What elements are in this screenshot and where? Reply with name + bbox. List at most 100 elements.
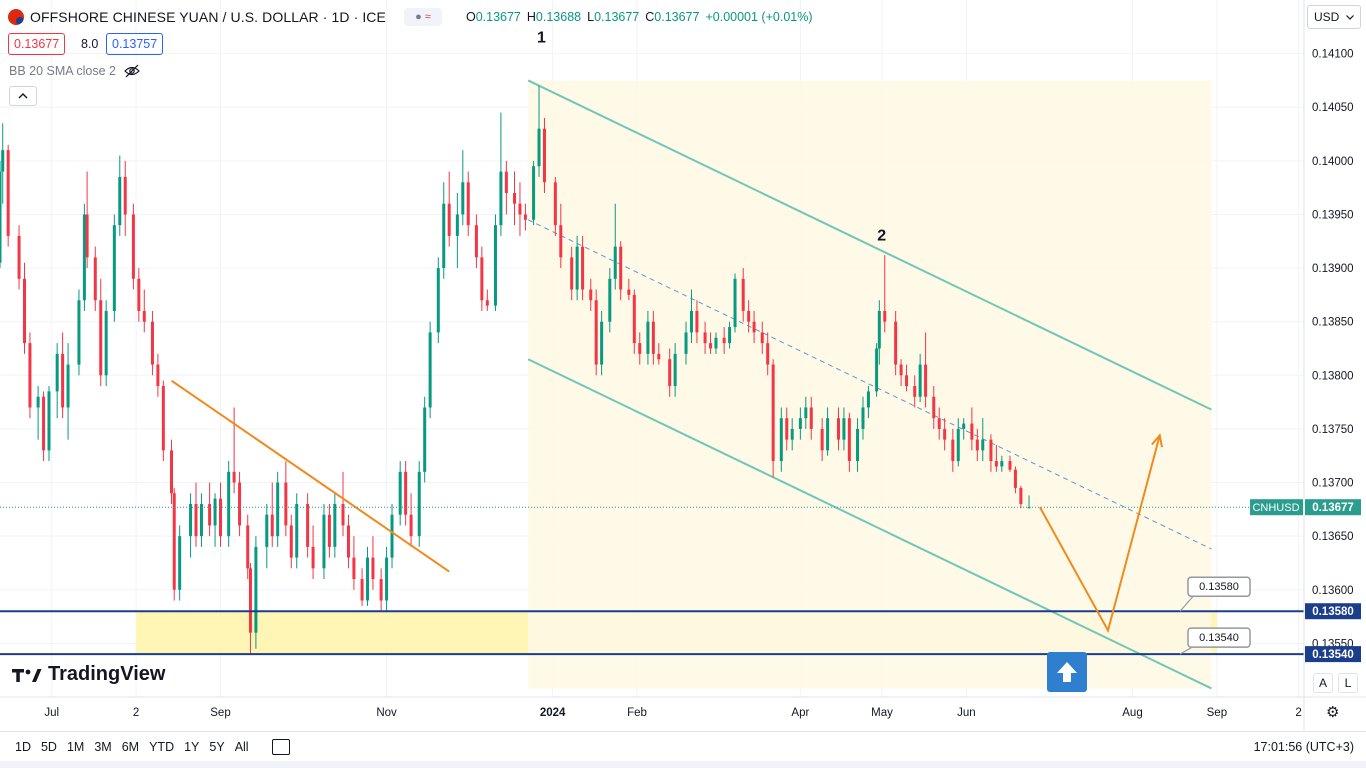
candle xyxy=(836,407,840,451)
descending-channel xyxy=(527,79,1212,690)
candle xyxy=(883,255,887,333)
candle xyxy=(17,225,21,290)
calendar-range-icon[interactable] xyxy=(271,738,290,755)
log-scale-button[interactable]: L xyxy=(1338,673,1358,693)
candle-body xyxy=(77,300,81,365)
indicator-legend[interactable]: BB 20 SMA close 2 xyxy=(9,64,140,78)
eye-hidden-icon[interactable] xyxy=(124,64,140,78)
callout-leader xyxy=(1179,594,1195,612)
candle-body xyxy=(847,418,851,462)
compare-icon[interactable]: ● ≈ xyxy=(403,8,442,26)
candle-body xyxy=(485,300,489,306)
candle xyxy=(703,321,707,354)
x-tick-label: 2 xyxy=(133,707,139,719)
candle-body xyxy=(99,300,103,376)
candle xyxy=(613,203,617,290)
candle-body xyxy=(899,364,903,376)
candle-body xyxy=(913,386,917,397)
candle-body xyxy=(61,353,65,408)
candle xyxy=(232,407,236,494)
candle-body xyxy=(417,471,421,537)
candle-body xyxy=(213,498,217,526)
candle-body xyxy=(589,289,593,301)
candle xyxy=(248,562,252,655)
timeframe-all[interactable]: All xyxy=(234,739,249,754)
timeframe-1y[interactable]: 1Y xyxy=(184,739,200,754)
candle xyxy=(532,160,536,226)
x-tick-label: Nov xyxy=(376,707,397,719)
collapse-legend-button[interactable] xyxy=(9,86,37,106)
candle-body xyxy=(47,391,51,451)
candle-body xyxy=(170,450,174,494)
candle-body xyxy=(937,418,941,429)
candle-body xyxy=(137,278,141,311)
last-price-tag-bg xyxy=(1305,499,1361,516)
candle-body xyxy=(248,568,252,633)
candle xyxy=(366,546,370,606)
currency-selector[interactable]: USD xyxy=(1307,5,1361,29)
candle-body xyxy=(877,310,881,349)
candle-body xyxy=(608,278,612,322)
y-tick-label: 0.13950 xyxy=(1312,209,1354,221)
candle xyxy=(170,439,174,504)
buy-price-button[interactable]: 0.13757 xyxy=(106,33,164,55)
settings-gear-icon[interactable]: ⚙ xyxy=(1326,704,1340,721)
candle-body xyxy=(150,321,154,365)
candle xyxy=(627,278,631,301)
candle xyxy=(861,396,865,440)
candle xyxy=(104,300,108,387)
candle-body xyxy=(695,310,699,333)
candle xyxy=(932,386,936,429)
y-tick-label: 0.14000 xyxy=(1312,156,1354,168)
candle-body xyxy=(970,423,974,440)
candle xyxy=(856,418,860,472)
candle xyxy=(553,176,557,236)
timeframe-1d[interactable]: 1D xyxy=(15,739,31,754)
y-tick-label: 0.13650 xyxy=(1312,531,1354,543)
candle-body xyxy=(600,321,604,365)
candle xyxy=(709,332,713,354)
timeframe-6m[interactable]: 6M xyxy=(121,739,140,754)
channel-lower-line xyxy=(527,358,1212,690)
candle xyxy=(199,493,203,547)
candle xyxy=(875,343,879,397)
candle-body xyxy=(856,428,860,462)
symbol-title[interactable]: OFFSHORE CHINESE YUAN / U.S. DOLLAR · 1D… xyxy=(30,9,386,25)
sell-price-button[interactable]: 0.13677 xyxy=(8,33,66,55)
clock-time[interactable]: 17:01:56 (UTC+3) xyxy=(1253,740,1354,754)
auto-scale-button[interactable]: A xyxy=(1313,673,1333,693)
candle-body xyxy=(861,407,865,429)
ohlc-values: O0.13677 H0.13688 L0.13677 C0.13677 +0.0… xyxy=(465,10,813,24)
candle xyxy=(436,257,440,344)
candle-body xyxy=(447,203,451,236)
candle-body xyxy=(804,407,808,419)
callout-text: 0.13580 xyxy=(1199,581,1239,593)
candle xyxy=(150,310,154,376)
candle xyxy=(112,214,116,322)
candle-body xyxy=(379,579,383,601)
timeframe-3m[interactable]: 3M xyxy=(94,739,112,754)
candle-body xyxy=(104,310,108,376)
candle xyxy=(118,155,122,236)
timeframe-5y[interactable]: 5Y xyxy=(209,739,225,754)
candle xyxy=(131,203,135,290)
timeframe-5d[interactable]: 5D xyxy=(40,739,57,754)
candle-body xyxy=(254,546,258,633)
scroll-up-button[interactable] xyxy=(1047,652,1087,692)
candle-body xyxy=(208,503,212,526)
candle xyxy=(760,321,764,354)
candle xyxy=(428,321,432,419)
arrow-up-icon xyxy=(1057,662,1077,682)
timeframe-ytd[interactable]: YTD xyxy=(149,739,175,754)
candle xyxy=(265,503,269,569)
timeframe-1m[interactable]: 1M xyxy=(66,739,85,754)
candle xyxy=(600,310,604,376)
candle xyxy=(461,150,465,226)
channel-middle-line xyxy=(527,219,1212,550)
candle xyxy=(752,310,756,344)
candle xyxy=(172,487,176,601)
level-tag-text: 0.13580 xyxy=(1312,606,1354,618)
candle xyxy=(1027,495,1031,509)
candle xyxy=(570,246,574,301)
